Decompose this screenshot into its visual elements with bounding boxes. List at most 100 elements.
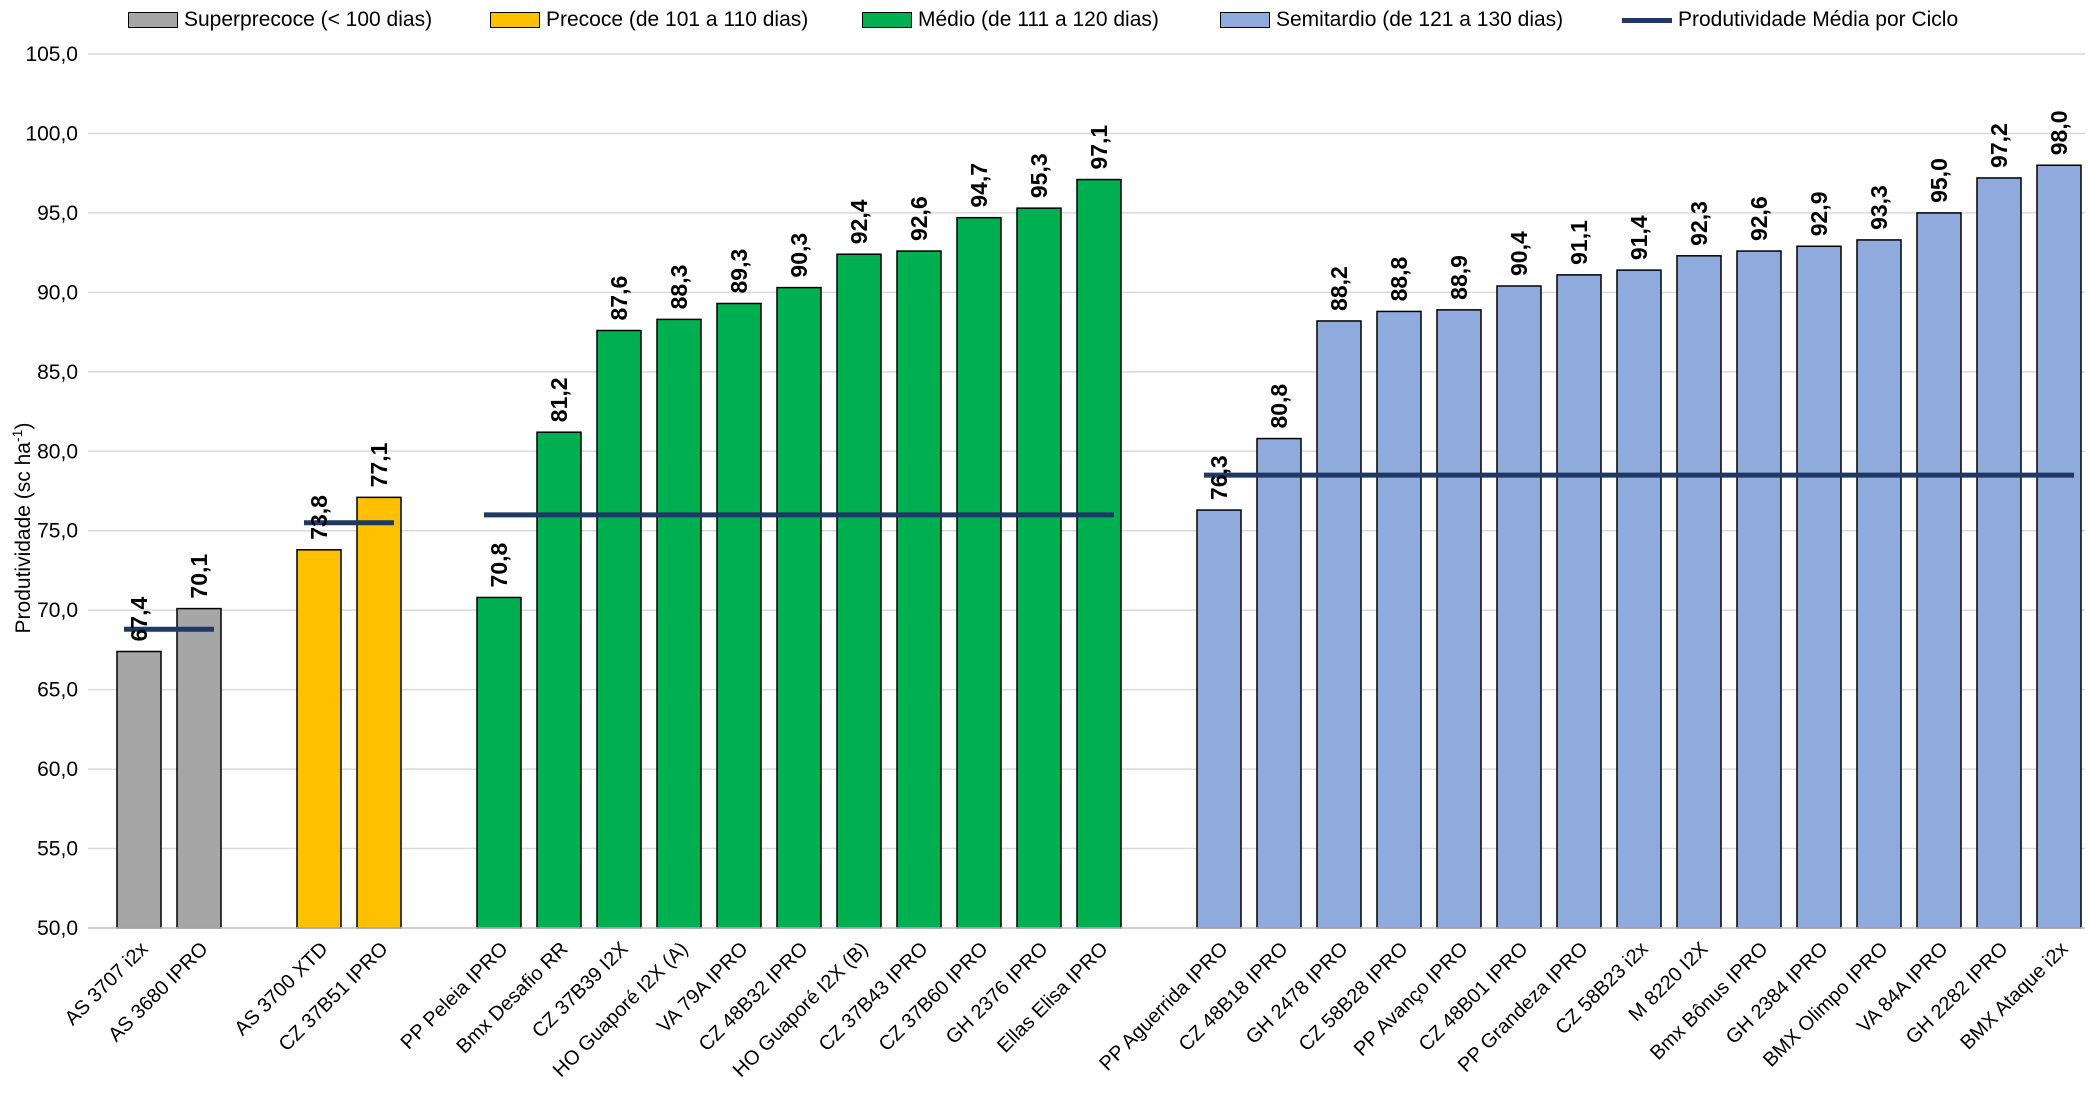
bar — [1676, 255, 1722, 929]
y-tick-label: 85,0 — [37, 361, 78, 384]
y-tick-label: 80,0 — [37, 440, 78, 463]
value-label: 92,9 — [1806, 192, 1832, 237]
value-label: 67,4 — [126, 597, 152, 642]
value-label: 70,1 — [186, 554, 212, 599]
value-label: 97,2 — [1986, 123, 2012, 168]
category-label: CZ 48B01 IPRO — [1415, 938, 1533, 1056]
value-label: 90,4 — [1506, 231, 1532, 276]
bar — [1256, 437, 1302, 929]
category-label: PP Avanço IPRO — [1350, 938, 1473, 1061]
bar — [356, 496, 402, 929]
value-label: 91,1 — [1566, 220, 1592, 265]
mean-lines — [124, 472, 2074, 632]
value-label: 88,8 — [1386, 256, 1412, 301]
y-tick-label: 50,0 — [37, 917, 78, 940]
category-label: CZ 37B51 IPRO — [275, 938, 393, 1056]
bar — [1016, 207, 1062, 929]
value-labels: 67,4 70,1 73,8 77,1 70,8 81,2 87,6 88,3 89,3 90,3… — [126, 110, 2072, 641]
bar — [1316, 320, 1362, 929]
y-tick-label: 55,0 — [37, 838, 78, 861]
bars — [116, 164, 2082, 929]
value-label: 88,2 — [1326, 266, 1352, 311]
value-label: 70,8 — [486, 542, 512, 587]
category-label: Ellas Elisa IPRO — [993, 938, 1112, 1057]
category-label: Bmx Desafio RR — [452, 938, 572, 1058]
category-label: CZ 48B32 IPRO — [695, 938, 813, 1056]
bar — [1556, 274, 1602, 929]
bar — [656, 318, 702, 929]
value-label: 92,6 — [906, 196, 932, 241]
value-label: 91,4 — [1626, 215, 1652, 260]
bar — [1976, 177, 2022, 929]
value-label: 87,6 — [606, 276, 632, 321]
category-label: CZ 58B28 IPRO — [1295, 938, 1413, 1056]
y-tick-label: 70,0 — [37, 599, 78, 622]
y-tick-label: 75,0 — [37, 520, 78, 543]
legend-swatch-superprecoce — [128, 12, 178, 28]
bar — [296, 549, 342, 929]
bar — [476, 596, 522, 929]
legend-label-medio: Médio (de 111 a 120 dias) — [918, 8, 1159, 31]
category-label: CZ 37B43 IPRO — [815, 938, 933, 1056]
value-label: 76,3 — [1206, 455, 1232, 500]
y-tick-label: 105,0 — [25, 43, 78, 66]
category-label: BMX Ataque i2x — [1956, 938, 2072, 1054]
bar — [1376, 310, 1422, 929]
legend-swatch-semitardio — [1220, 12, 1270, 28]
value-label: 89,3 — [726, 249, 752, 294]
bar — [896, 250, 942, 929]
legend-item-precoce: Precoce (de 101 a 110 dias) — [490, 8, 808, 32]
legend-label-mean-line: Produtividade Média por Ciclo — [1678, 8, 1959, 31]
legend: Superprecoce (< 100 dias) Precoce (de 10… — [0, 0, 2089, 40]
value-label: 81,2 — [546, 377, 572, 422]
legend-line-mean — [1622, 17, 1672, 23]
y-tick-label: 65,0 — [37, 679, 78, 702]
value-label: 73,8 — [306, 495, 332, 540]
legend-item-medio: Médio (de 111 a 120 dias) — [862, 8, 1159, 32]
y-axis-ticks: 50,0 55,0 60,0 65,0 70,0 75,0 80,0 85,0 90,0 95,0… — [25, 43, 78, 940]
value-label: 77,1 — [366, 442, 392, 487]
bar — [1496, 285, 1542, 929]
value-label: 95,3 — [1026, 153, 1052, 198]
y-tick-label: 60,0 — [37, 758, 78, 781]
value-label: 88,3 — [666, 265, 692, 310]
bar — [776, 286, 822, 929]
bar — [1796, 245, 1842, 929]
value-label: 98,0 — [2046, 110, 2072, 155]
y-axis-label: Produtividade (sc ha-1) — [9, 423, 35, 634]
bar — [536, 431, 582, 929]
category-label: CZ 37B60 IPRO — [875, 938, 993, 1056]
category-label: PP Peleia IPRO — [397, 938, 513, 1054]
bar — [176, 607, 222, 929]
bar — [1436, 309, 1482, 929]
value-label: 80,8 — [1266, 384, 1292, 429]
bar — [1076, 178, 1122, 929]
bar — [836, 253, 882, 929]
bar — [116, 650, 162, 929]
y-tick-label: 90,0 — [37, 281, 78, 304]
category-label: GH 2376 IPRO — [942, 938, 1053, 1049]
category-label: GH 2478 IPRO — [1242, 938, 1353, 1049]
category-label: GH 2384 IPRO — [1722, 938, 1833, 1049]
y-axis-label-sup: -1 — [9, 429, 25, 442]
value-label: 92,6 — [1746, 196, 1772, 241]
y-axis-label-text: Produtividade (sc ha — [12, 442, 35, 634]
y-tick-label: 95,0 — [37, 202, 78, 225]
value-label: 93,3 — [1866, 185, 1892, 230]
bar — [2036, 164, 2082, 929]
bar — [1736, 250, 1782, 929]
value-label: 95,0 — [1926, 158, 1952, 203]
bar — [1616, 269, 1662, 929]
value-label: 92,3 — [1686, 201, 1712, 246]
value-label: 92,4 — [846, 199, 872, 244]
legend-swatch-precoce — [490, 12, 540, 28]
value-label: 90,3 — [786, 233, 812, 278]
value-label: 97,1 — [1086, 125, 1112, 170]
bar — [956, 216, 1002, 929]
bar — [1196, 509, 1242, 929]
value-label: 94,7 — [966, 163, 992, 208]
bar — [596, 329, 642, 929]
y-axis-label-close: ) — [12, 423, 35, 430]
